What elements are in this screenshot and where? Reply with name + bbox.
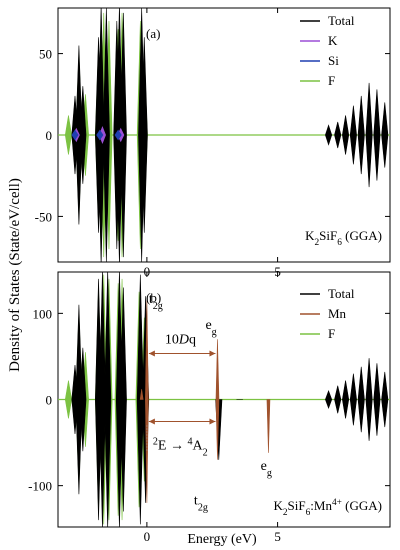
eg-top-label: eg bbox=[205, 318, 216, 338]
dos-peak-si bbox=[71, 129, 79, 141]
transition-label-part: A bbox=[193, 439, 204, 454]
t2g-bottom-label-part: 2g bbox=[198, 502, 208, 513]
dq-label-part: q bbox=[189, 333, 196, 348]
eg-bottom-label-part: e bbox=[261, 459, 267, 474]
panel-title-part: SiF bbox=[319, 228, 337, 243]
panel-title-part: 2 bbox=[315, 238, 320, 248]
dq-label-part: D bbox=[178, 333, 189, 348]
dos-peak-mn bbox=[266, 399, 271, 453]
transition-label-part: 2 bbox=[203, 447, 208, 458]
dos-peak-total bbox=[104, 272, 112, 527]
series-mn bbox=[139, 300, 271, 503]
t2g-top-label: t2g bbox=[149, 292, 163, 312]
dos-peak-mn bbox=[139, 389, 144, 400]
dos-peak-si bbox=[114, 129, 122, 141]
dq-arrowhead-right bbox=[209, 350, 216, 357]
legend-label-k: K bbox=[328, 33, 338, 48]
transition-label-part: E → bbox=[158, 439, 188, 454]
dos-peak-total bbox=[365, 358, 373, 441]
series-si bbox=[71, 129, 122, 141]
transition-label-part: 4 bbox=[187, 436, 192, 447]
dos-peak-total bbox=[325, 390, 333, 409]
dos-peak-total bbox=[102, 8, 110, 262]
dos-peak-mn bbox=[215, 339, 220, 400]
x-tick-label: 0 bbox=[144, 529, 151, 544]
transition-label: 2E → 4A2 bbox=[153, 436, 208, 458]
legend-label-f: F bbox=[328, 73, 335, 88]
dos-peak-f bbox=[64, 380, 72, 419]
dos-peak-total bbox=[373, 89, 381, 181]
dos-peak-total bbox=[357, 95, 365, 175]
panel-label: (a) bbox=[146, 26, 160, 41]
y-tick-label: 0 bbox=[46, 128, 53, 143]
eg-top-label-part: g bbox=[212, 326, 217, 337]
panel-title: K2SiF6 (GGA) bbox=[305, 228, 382, 248]
dos-peak-total bbox=[79, 347, 87, 452]
panel-title: K2SiF6:Mn4+ (GGA) bbox=[273, 498, 382, 518]
panel-title-part: 2 bbox=[283, 508, 288, 518]
panel-title-part: 6 bbox=[306, 508, 311, 518]
dos-peak-si bbox=[96, 129, 104, 141]
y-tick-label: -50 bbox=[35, 209, 52, 224]
panel-title-part: K bbox=[273, 498, 283, 513]
dos-peak-total bbox=[140, 37, 148, 233]
panel-title-part: K bbox=[305, 228, 315, 243]
legend-label-f: F bbox=[328, 326, 335, 341]
transition-arrowhead-left bbox=[148, 418, 155, 425]
y-tick-label: -100 bbox=[28, 479, 52, 494]
panel-title-part: (GGA) bbox=[342, 498, 382, 513]
eg-bottom-label: eg bbox=[261, 459, 272, 479]
dq-arrowhead-left bbox=[148, 350, 155, 357]
dos-peak-mn bbox=[215, 399, 220, 460]
legend-label-total: Total bbox=[328, 13, 355, 28]
y-tick-label: 50 bbox=[39, 47, 52, 62]
dos-peak-total bbox=[334, 121, 342, 149]
panel-label: (b) bbox=[146, 290, 161, 305]
t2g-bottom-label: t2g bbox=[194, 494, 208, 513]
dos-peak-total bbox=[381, 102, 389, 168]
panel-title-part: (GGA) bbox=[342, 228, 382, 243]
y-tick-label: 100 bbox=[33, 306, 53, 321]
x-axis-label: Energy (eV) bbox=[187, 532, 257, 547]
dos-peak-total bbox=[373, 363, 381, 436]
transition-label-part: 2 bbox=[153, 436, 158, 447]
dos-peak-total bbox=[365, 82, 373, 188]
dos-peak-total bbox=[119, 287, 127, 512]
dos-peak-total bbox=[342, 380, 350, 419]
eg-top-label-part: e bbox=[205, 318, 211, 333]
panel-title-part: 4+ bbox=[332, 498, 342, 508]
legend-label-mn: Mn bbox=[328, 306, 347, 321]
series-layer bbox=[64, 272, 389, 527]
dos-peak-f bbox=[64, 115, 72, 155]
t2g-top-label-part: 2g bbox=[153, 301, 163, 312]
dos-peak-total bbox=[325, 124, 333, 146]
panel-title-part: 6 bbox=[337, 238, 342, 248]
dos-peak-total bbox=[357, 366, 365, 433]
dos-peak-total bbox=[342, 115, 350, 155]
dos-peak-total bbox=[79, 86, 87, 184]
dos-peak-total bbox=[349, 373, 357, 426]
series-layer bbox=[64, 8, 389, 262]
legend-label-si: Si bbox=[328, 53, 339, 68]
dos-peak-total bbox=[381, 371, 389, 428]
panel-title-part: SiF bbox=[288, 498, 306, 513]
eg-bottom-label-part: g bbox=[267, 468, 272, 479]
panel-title-part: :Mn bbox=[310, 498, 332, 513]
dos-peak-total bbox=[334, 385, 342, 414]
dq-label: 10Dq bbox=[165, 333, 196, 348]
dos-peak-mn bbox=[145, 399, 149, 503]
x-tick-label: 5 bbox=[274, 529, 281, 544]
y-tick-label: 0 bbox=[46, 393, 53, 408]
y-axis-label: Density of States (State/eV/cell) bbox=[7, 178, 23, 372]
t2g-top-label-part: t bbox=[149, 292, 153, 307]
t2g-bottom-label-part: t bbox=[194, 494, 198, 509]
transition-arrowhead-right bbox=[209, 418, 216, 425]
dos-peak-total bbox=[349, 105, 357, 165]
dq-label-part: 10 bbox=[165, 333, 179, 348]
legend-label-total: Total bbox=[328, 286, 355, 301]
